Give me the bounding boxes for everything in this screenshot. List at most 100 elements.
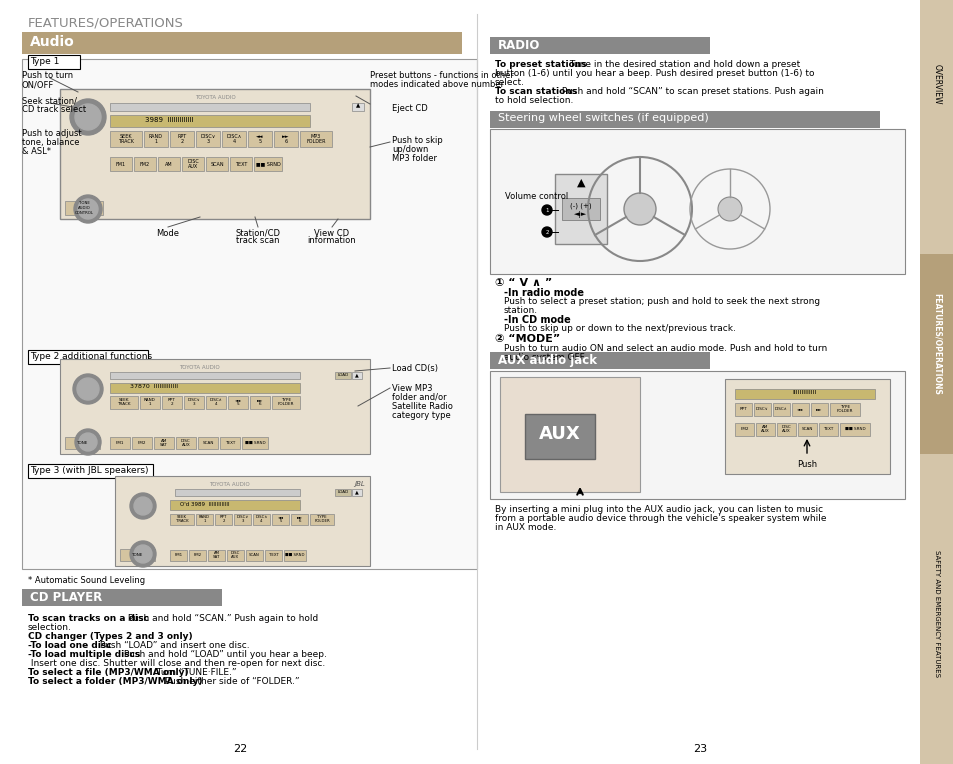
Text: audio system OFF.: audio system OFF. [503,353,585,362]
Text: 2: 2 [545,229,548,235]
Text: FM2: FM2 [193,553,201,557]
Bar [230,157,252,171]
Bar [242,437,268,449]
Bar [734,403,751,416]
Bar [919,0,953,764]
Text: TOYOTA AUDIO: TOYOTA AUDIO [179,365,219,370]
Bar [810,403,827,416]
Circle shape [133,497,152,515]
Bar [253,157,282,171]
Text: RPT
2: RPT 2 [177,134,187,144]
Text: DISC∧: DISC∧ [774,407,787,411]
Text: MP3
FOLDER: MP3 FOLDER [306,134,325,144]
Bar [272,514,289,525]
Text: -To load multiple discs: -To load multiple discs [28,650,140,659]
Text: ►►
6: ►► 6 [256,398,263,406]
Bar [110,115,310,127]
Bar [246,550,263,561]
Text: information: information [308,236,355,245]
Bar [140,396,160,409]
Bar [734,423,753,436]
Bar [110,157,132,171]
Text: ON/OFF: ON/OFF [22,80,54,89]
Bar [22,32,461,54]
Bar [776,423,795,436]
Bar [144,131,168,147]
Text: RPT
2: RPT 2 [219,515,227,523]
Text: folder and/or: folder and/or [392,393,446,402]
Text: -In CD mode: -In CD mode [503,315,570,325]
Text: Volume control: Volume control [504,192,568,201]
Text: FEATURES/OPERATIONS: FEATURES/OPERATIONS [931,293,941,395]
Text: Eject CD: Eject CD [392,104,427,113]
Text: To select a folder (MP3/WMA only): To select a folder (MP3/WMA only) [28,677,202,686]
Bar [248,131,272,147]
Circle shape [541,205,552,215]
Bar [818,423,837,436]
Text: tone, balance: tone, balance [22,138,79,147]
Text: CD PLAYER: CD PLAYER [30,591,102,604]
Text: Load CD(s): Load CD(s) [392,364,437,373]
Bar [60,359,370,454]
Text: TONE: TONE [76,441,88,445]
Text: ►►
6: ►► 6 [296,515,302,523]
Text: DISC∧
4: DISC∧ 4 [226,134,241,144]
Text: * Automatic Sound Leveling: * Automatic Sound Leveling [28,576,145,585]
Bar [110,372,299,379]
Text: IIIIIIIIIIIII: IIIIIIIIIIIII [792,390,817,396]
Text: DISC
AUX: DISC AUX [187,159,198,170]
Text: ▲: ▲ [355,490,358,494]
Text: button (1-6) until you hear a beep. Push desired preset button (1-6) to: button (1-6) until you hear a beep. Push… [495,69,814,78]
Bar [170,131,193,147]
Bar [840,423,869,436]
Text: FM1: FM1 [116,161,126,167]
Text: TONE
AUDIO
CONTROL: TONE AUDIO CONTROL [74,202,93,215]
Circle shape [78,199,98,219]
Bar [352,103,364,111]
Text: View MP3: View MP3 [392,384,432,393]
Bar [206,396,226,409]
Text: Type 1: Type 1 [30,57,59,66]
Text: DISC
AUX: DISC AUX [781,425,791,433]
Bar [110,437,130,449]
Text: CD track select: CD track select [22,105,86,114]
Bar [335,372,351,379]
Text: ►►: ►► [816,407,821,411]
Bar [110,396,138,409]
Text: ▲: ▲ [355,373,358,377]
Bar [299,131,332,147]
Text: FM2: FM2 [140,161,150,167]
Text: Push: Push [796,460,816,469]
Bar [133,157,156,171]
Text: Seek station/: Seek station/ [22,96,77,105]
Circle shape [133,545,152,563]
Circle shape [73,374,103,404]
Circle shape [541,227,552,237]
Bar [352,489,361,496]
Bar [284,550,306,561]
Text: 1: 1 [545,208,548,212]
Text: O'd 3989  IIIIIIIIIIIII: O'd 3989 IIIIIIIIIIIII [180,501,230,507]
Text: DISC∨: DISC∨ [756,407,768,411]
Text: SEEK
TRACK: SEEK TRACK [175,515,188,523]
Text: AM
AUX: AM AUX [760,425,769,433]
Text: DISC∨
3: DISC∨ 3 [200,134,215,144]
Text: SCAN: SCAN [801,427,812,431]
Text: TEXT: TEXT [234,161,247,167]
Text: ■■ SRND: ■■ SRND [843,427,864,431]
Text: (-) (+): (-) (+) [570,202,591,209]
Bar [214,514,232,525]
Text: To select a file (MP3/WMA only): To select a file (MP3/WMA only) [28,668,189,677]
Text: Steering wheel switches (if equipped): Steering wheel switches (if equipped) [497,113,708,123]
Text: 37870  IIIIIIIIIIIII: 37870 IIIIIIIIIIIII [130,384,178,390]
Bar [65,201,103,215]
Text: RAND
1: RAND 1 [149,134,163,144]
Text: Type 3 (with JBL speakers): Type 3 (with JBL speakers) [30,466,149,475]
Bar [791,403,808,416]
Text: Type 2 additional functions: Type 2 additional functions [30,352,152,361]
Text: DISC∧
4: DISC∧ 4 [210,398,222,406]
Text: MP3 folder: MP3 folder [392,154,436,163]
Text: TOYOTA AUDIO: TOYOTA AUDIO [194,95,235,100]
Bar [265,550,282,561]
Text: Push and hold “SCAN.” Push again to hold: Push and hold “SCAN.” Push again to hold [125,614,318,623]
